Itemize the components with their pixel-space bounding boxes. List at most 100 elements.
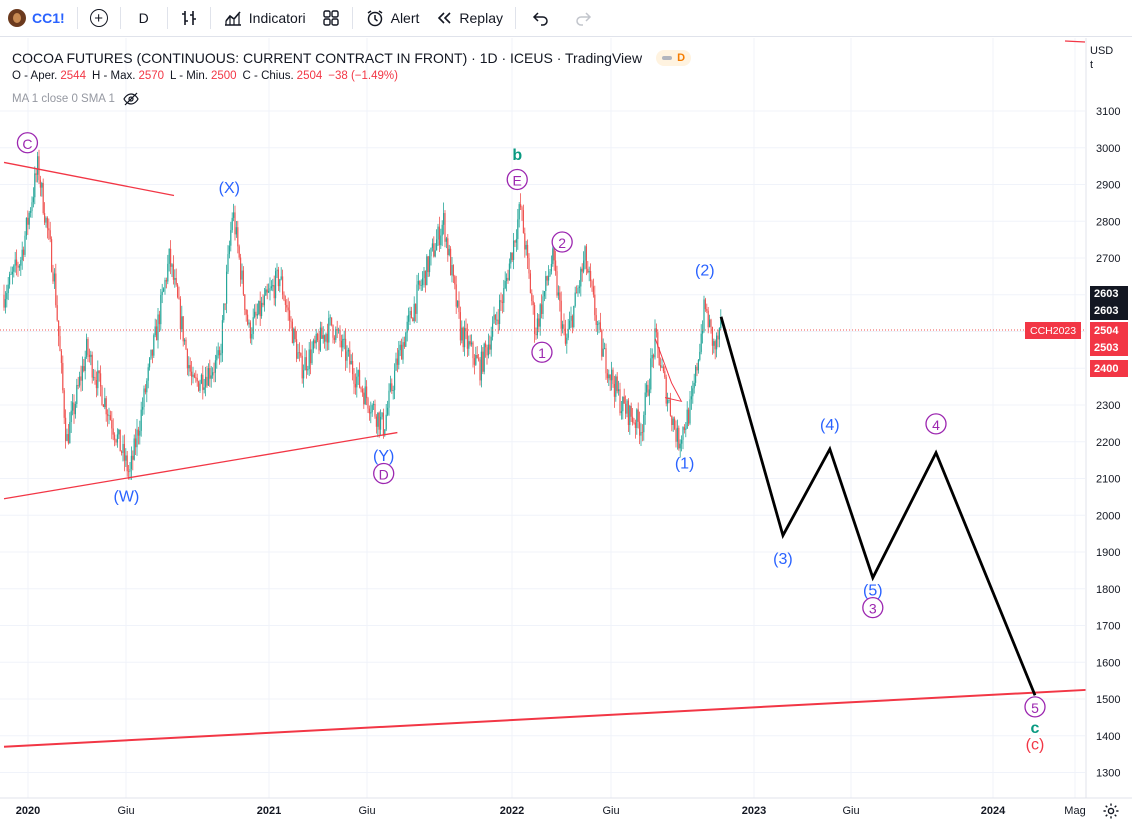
candle-body [588,270,590,273]
candle-body [669,400,671,416]
wave-label[interactable]: 1 [538,345,546,361]
candle-body [350,360,352,365]
eye-off-icon[interactable] [123,92,139,106]
candle-body [123,443,125,461]
candle-body [675,428,677,442]
alert-button[interactable]: Alert [357,0,428,37]
candle-body [650,358,652,390]
candle-body [434,250,436,257]
candle-body [391,383,393,391]
indicator-legend-row[interactable]: MA 1 close 0 SMA 1 [12,92,691,106]
candle-body [188,365,190,369]
wave-label[interactable]: (2) [695,263,715,280]
wave-label[interactable]: 2 [558,235,566,251]
candle-body [482,351,484,372]
candle-body [436,239,438,251]
candle-body [58,320,60,337]
triangle-pattern[interactable] [654,338,683,403]
trendline[interactable] [3,688,1088,748]
wave-label[interactable]: 3 [869,601,877,617]
price-axis[interactable] [1086,38,1132,825]
axis-currency[interactable]: USD t [1090,45,1113,71]
chart-title: COCOA FUTURES (CONTINUOUS: CURRENT CONTR… [12,50,643,66]
candle-body [415,303,417,314]
candle-body [345,338,347,361]
wave-label[interactable]: (W) [114,489,140,506]
wave-label[interactable]: D [379,467,389,483]
undo-button[interactable] [520,0,562,37]
candle-body [203,387,205,390]
market-status-badge[interactable]: D [656,50,692,66]
candle-body [504,280,506,289]
candle-body [585,246,587,269]
projection-path[interactable] [719,316,1037,696]
trendline[interactable] [1064,40,1086,43]
replay-button[interactable]: Replay [427,0,511,37]
candle-body [447,238,449,256]
wave-label[interactable]: (X) [219,180,240,197]
candle-body [529,273,531,294]
candle-body [311,349,313,364]
candle-body [235,227,237,235]
symbol-selector[interactable]: CC1! [0,0,73,37]
candle-body [359,370,361,388]
chart-type-button[interactable] [172,0,206,37]
candle-body [282,276,284,295]
compare-button[interactable]: + [82,0,116,37]
gear-icon[interactable] [1102,802,1120,820]
candle-body [352,360,354,375]
candle-body [405,332,407,347]
candle-body [450,248,452,276]
candle-body [485,343,487,348]
wave-label[interactable]: (3) [773,551,793,568]
wave-label[interactable]: (c) [1026,737,1045,754]
wave-label[interactable]: (5) [863,582,883,599]
candle-body [417,280,419,285]
candle-body [674,418,676,429]
candle-body [121,451,123,453]
candle-body [346,351,348,361]
candle-body [76,385,78,404]
wave-label[interactable]: C [22,136,32,152]
candle-body [284,300,286,305]
wave-label[interactable]: 4 [932,417,940,433]
candle-body [122,443,124,453]
candle-body [683,427,685,430]
candle-body [49,230,51,240]
layouts-button[interactable] [314,0,348,37]
candle-body [661,366,663,368]
chart-legend: COCOA FUTURES (CONTINUOUS: CURRENT CONTR… [12,48,692,106]
toolbar-divider [76,7,78,29]
candle-body [136,429,138,448]
candle-body [132,455,134,460]
indicators-button[interactable]: Indicatori [215,0,314,37]
price-tick-label: 1600 [1096,657,1120,669]
candle-body [375,416,377,427]
trendline[interactable] [3,161,175,197]
wave-label[interactable]: c [1031,720,1040,737]
wave-label[interactable]: 5 [1031,700,1039,716]
candle-body [329,317,331,319]
wave-label[interactable]: (1) [675,455,695,472]
candle-body [62,362,64,391]
candle-body [584,246,586,261]
price-chart[interactable]: C (X) (W) (Y) DbE 2 1 (2) (1) (3) (4) (5) 3 4 5 c(c) 31… [0,38,1132,825]
wave-label[interactable]: (4) [820,417,840,434]
candle-body [251,333,253,339]
wave-label[interactable]: b [512,147,522,164]
candle-body [592,286,594,295]
candle-body [339,329,341,341]
redo-button[interactable] [562,0,604,37]
wave-label[interactable]: (Y) [373,448,394,465]
candle-body [517,219,519,240]
candle-body [319,327,321,351]
wave-label[interactable]: E [513,173,522,189]
candle-body [595,315,597,325]
interval-button[interactable]: D [125,0,163,37]
candle-body [230,230,232,246]
time-tick-label: Giu [117,805,134,817]
candle-body [34,173,36,198]
ohlc-value: 2570 [138,70,165,82]
trendline[interactable] [3,431,398,500]
